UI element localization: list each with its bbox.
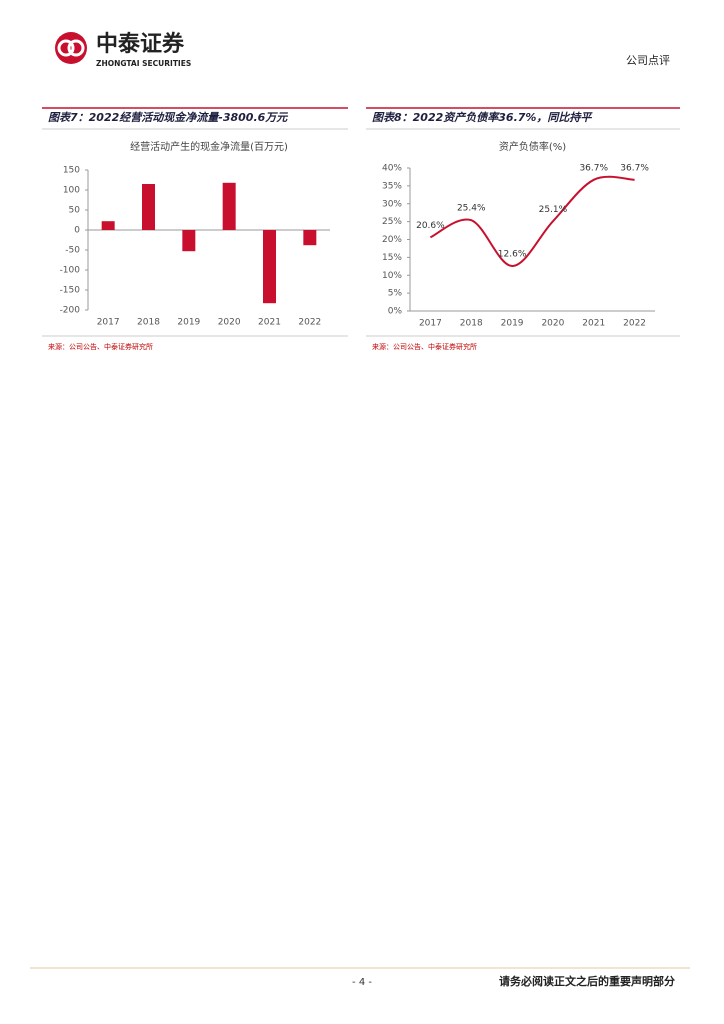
- y-tick-label: 0%: [388, 307, 403, 317]
- source: 来源：公司公告、中泰证券研究所: [48, 342, 153, 351]
- bar: [263, 230, 276, 304]
- y-tick-label: 15%: [382, 253, 402, 263]
- report-type: 公司点评: [626, 54, 670, 67]
- y-tick-label: 35%: [382, 181, 402, 191]
- line: [429, 175, 635, 267]
- x-tick-label: 2019: [501, 319, 524, 329]
- chart-title: 经营活动产生的现金净流量(百万元): [130, 140, 288, 153]
- x-tick-label: 2018: [137, 318, 160, 328]
- y-tick-label: 10%: [382, 271, 402, 281]
- x-tick-label: 2018: [460, 319, 483, 329]
- data-label: 12.6%: [498, 249, 527, 259]
- data-label: 25.1%: [539, 205, 568, 215]
- logo-mark: [55, 32, 87, 64]
- y-tick-label: -150: [60, 286, 81, 296]
- x-tick-label: 2020: [541, 319, 564, 329]
- bar: [142, 184, 155, 230]
- x-tick-label: 2021: [258, 318, 281, 328]
- bar: [182, 230, 196, 252]
- x-tick-label: 2020: [218, 318, 241, 328]
- data-label: 36.7%: [579, 163, 608, 173]
- x-tick-label: 2017: [97, 318, 120, 328]
- y-tick-label: 5%: [388, 289, 403, 299]
- x-tick-label: 2017: [419, 319, 442, 329]
- y-tick-label: 100: [63, 186, 80, 196]
- logo-ring: [57, 39, 75, 57]
- bar: [303, 230, 317, 246]
- x-tick-label: 2022: [623, 319, 646, 329]
- y-tick-label: 30%: [382, 199, 402, 209]
- data-label: 36.7%: [620, 163, 649, 173]
- y-tick-label: 50: [69, 206, 81, 216]
- figure-caption: 图表8：2022资产负债率36.7%，同比持平: [372, 111, 593, 124]
- x-tick-label: 2021: [582, 319, 605, 329]
- bar: [101, 221, 115, 230]
- y-tick-label: 25%: [382, 217, 402, 227]
- y-tick-label: 150: [63, 166, 80, 176]
- figure-caption: 图表7：2022经营活动现金净流量-3800.6万元: [48, 111, 288, 124]
- x-tick-label: 2022: [298, 318, 321, 328]
- y-tick-label: 20%: [382, 235, 402, 245]
- bar: [222, 182, 236, 230]
- logo: [55, 32, 87, 64]
- x-tick-label: 2019: [177, 318, 200, 328]
- y-tick-label: -100: [60, 266, 81, 276]
- y-tick-label: 0: [74, 226, 80, 236]
- y-tick-label: -200: [60, 306, 81, 316]
- source: 来源：公司公告、中泰证券研究所: [372, 342, 477, 351]
- logo-name: 中泰证券: [96, 31, 185, 57]
- data-label: 25.4%: [457, 204, 486, 214]
- data-label: 20.6%: [416, 221, 445, 231]
- y-tick-label: -50: [65, 246, 80, 256]
- disclaimer: 请务必阅读正文之后的重要声明部分: [499, 974, 675, 988]
- chart-title: 资产负债率(%): [499, 140, 566, 153]
- page-number: - 4 -: [352, 977, 372, 988]
- logo-ring: [67, 39, 85, 57]
- y-tick-label: 40%: [382, 164, 402, 174]
- logo-en: ZHONGTAI SECURITIES: [96, 59, 191, 68]
